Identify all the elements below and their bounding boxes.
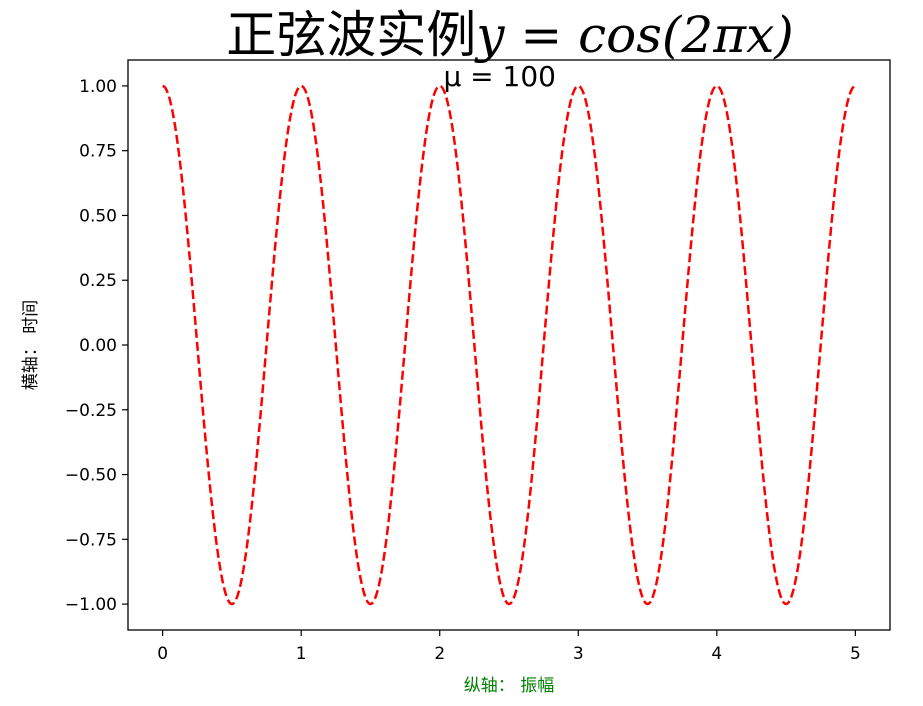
chart-title-cjk: 正弦波实例 xyxy=(226,6,476,64)
x-tick-label: 1 xyxy=(296,644,307,664)
x-tick-label: 0 xyxy=(157,644,168,664)
y-tick-label: 1.00 xyxy=(79,77,117,97)
series-line-cos xyxy=(162,84,855,606)
y-tick-label: −0.25 xyxy=(65,401,117,421)
y-tick-label: −1.00 xyxy=(65,595,117,615)
plot-area: 1.00 0.75 0.50 0.25 0.00 −0.25 −0.50 −0.75 −1.00… xyxy=(65,59,891,664)
axes-frame xyxy=(127,59,891,631)
y-tick-label: −0.50 xyxy=(65,466,117,486)
chart-title-math: y = cos(2πx) xyxy=(474,6,794,64)
y-axis: 1.00 0.75 0.50 0.25 0.00 −0.25 −0.50 −0.75 −1.00 xyxy=(65,77,128,615)
y-tick-label: 0.50 xyxy=(79,206,117,226)
chart-title: 正弦波实例y = cos(2πx) xyxy=(226,6,794,64)
y-tick-label: 0.75 xyxy=(79,142,117,162)
annotation-mu: μ = 100 xyxy=(443,60,556,93)
y-tick-label: 0.00 xyxy=(79,336,117,356)
y-tick-label: −0.75 xyxy=(65,530,117,550)
x-tick-label: 5 xyxy=(850,644,861,664)
x-tick-label: 3 xyxy=(573,644,584,664)
y-tick-label: 0.25 xyxy=(79,271,117,291)
y-axis-label: 横轴： 时间 xyxy=(21,300,41,390)
x-tick-label: 4 xyxy=(711,644,722,664)
x-axis: 0 1 2 3 4 5 xyxy=(157,630,861,664)
x-axis-label: 纵轴： 振幅 xyxy=(464,676,554,696)
x-tick-label: 2 xyxy=(434,644,445,664)
